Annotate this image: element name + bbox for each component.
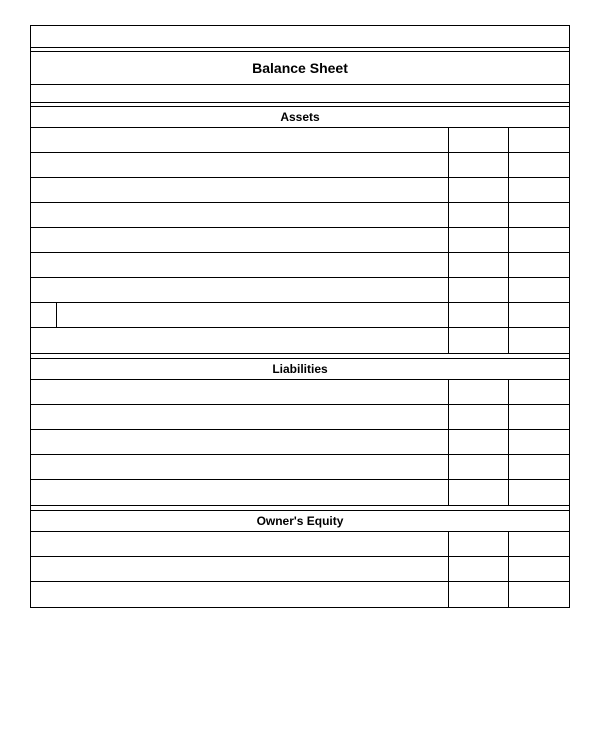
cell-amount-2 <box>509 582 569 607</box>
liabilities-row <box>31 455 569 480</box>
cell-description <box>31 178 449 203</box>
assets-row <box>31 153 569 178</box>
cell-amount-1 <box>449 557 509 582</box>
cell-description <box>31 430 449 455</box>
cell-amount-1 <box>449 153 509 178</box>
cell-description <box>31 380 449 405</box>
assets-row <box>31 178 569 203</box>
cell-amount-2 <box>509 228 569 253</box>
cell-description <box>31 278 449 303</box>
cell-amount-1 <box>449 278 509 303</box>
indent-sub-box <box>31 303 57 327</box>
equity-row <box>31 582 569 607</box>
cell-amount-2 <box>509 178 569 203</box>
cell-amount-2 <box>509 405 569 430</box>
assets-row <box>31 128 569 153</box>
blank-after-title <box>31 85 569 103</box>
cell-amount-2 <box>509 303 569 328</box>
section-header-liabilities: Liabilities <box>31 359 569 380</box>
balance-sheet-document: Balance Sheet Assets <box>30 25 570 608</box>
document-title: Balance Sheet <box>31 52 569 85</box>
equity-row <box>31 532 569 557</box>
cell-amount-1 <box>449 303 509 328</box>
liabilities-row <box>31 405 569 430</box>
cell-amount-2 <box>509 532 569 557</box>
cell-description <box>31 480 449 505</box>
cell-amount-2 <box>509 557 569 582</box>
liabilities-row <box>31 480 569 505</box>
cell-amount-1 <box>449 178 509 203</box>
assets-row <box>31 228 569 253</box>
assets-row <box>31 278 569 303</box>
top-spacer <box>31 26 569 48</box>
cell-amount-2 <box>509 328 569 353</box>
cell-amount-1 <box>449 455 509 480</box>
cell-amount-2 <box>509 278 569 303</box>
cell-amount-2 <box>509 380 569 405</box>
cell-description <box>31 455 449 480</box>
section-header-assets: Assets <box>31 107 569 128</box>
cell-description <box>31 532 449 557</box>
cell-amount-2 <box>509 480 569 505</box>
cell-description <box>31 228 449 253</box>
assets-row <box>31 328 569 353</box>
section-header-owners-equity: Owner's Equity <box>31 511 569 532</box>
cell-amount-1 <box>449 128 509 153</box>
liabilities-row <box>31 430 569 455</box>
cell-amount-1 <box>449 328 509 353</box>
cell-amount-2 <box>509 203 569 228</box>
cell-amount-2 <box>509 253 569 278</box>
cell-description <box>31 153 449 178</box>
cell-description <box>31 557 449 582</box>
cell-amount-1 <box>449 532 509 557</box>
cell-description <box>31 253 449 278</box>
cell-amount-1 <box>449 203 509 228</box>
cell-description <box>31 582 449 607</box>
cell-description <box>31 128 449 153</box>
cell-description <box>31 328 449 353</box>
cell-amount-1 <box>449 582 509 607</box>
cell-amount-1 <box>449 480 509 505</box>
cell-amount-1 <box>449 228 509 253</box>
cell-amount-2 <box>509 430 569 455</box>
cell-amount-2 <box>509 455 569 480</box>
cell-amount-2 <box>509 128 569 153</box>
cell-description <box>31 405 449 430</box>
equity-row <box>31 557 569 582</box>
assets-row <box>31 203 569 228</box>
cell-amount-1 <box>449 380 509 405</box>
cell-amount-1 <box>449 430 509 455</box>
assets-row <box>31 253 569 278</box>
cell-amount-1 <box>449 405 509 430</box>
cell-description <box>31 203 449 228</box>
cell-amount-2 <box>509 153 569 178</box>
liabilities-row <box>31 380 569 405</box>
cell-amount-1 <box>449 253 509 278</box>
assets-row-with-subbox <box>31 303 569 328</box>
cell-description <box>31 303 449 328</box>
